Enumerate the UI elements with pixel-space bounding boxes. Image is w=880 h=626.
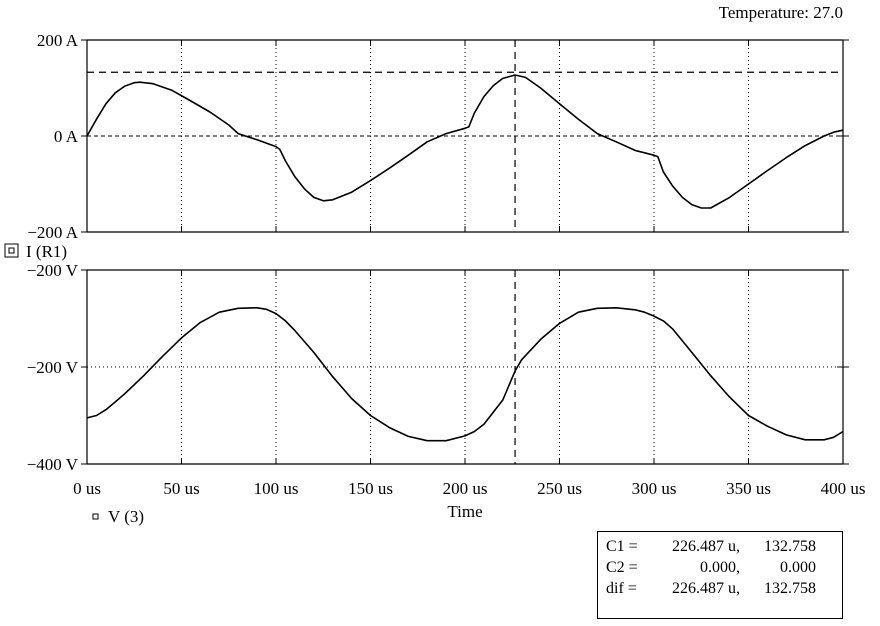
legend-label-i-r1: I (R1) bbox=[26, 242, 67, 261]
bottom-y-ticks: −200 V −200 V −400 V bbox=[27, 261, 849, 474]
x-tick-label: 50 us bbox=[163, 479, 199, 498]
c1-x: 226.487 u bbox=[672, 538, 736, 555]
c1-label: C1 = bbox=[606, 538, 638, 555]
legend-label-v3: V (3) bbox=[108, 507, 144, 526]
x-tick-label: 150 us bbox=[348, 479, 393, 498]
bottom-y-tick-label: −200 V bbox=[27, 358, 79, 377]
x-tick-label: 400 us bbox=[821, 479, 866, 498]
series-line-v3 bbox=[86, 307, 844, 442]
bottom-y-tick-label: −400 V bbox=[27, 455, 79, 474]
top-y-tick-label: 0 A bbox=[54, 127, 79, 146]
top-series bbox=[86, 74, 844, 209]
bottom-panel: −200 V −200 V −400 V 0 us 50 us 100 us 150 us… bbox=[27, 261, 866, 498]
bottom-grid bbox=[87, 270, 843, 464]
cursor[interactable] bbox=[87, 40, 843, 464]
x-tick-label: 0 us bbox=[73, 479, 101, 498]
bottom-y-tick-label: −200 V bbox=[27, 261, 79, 280]
dif-label: dif = bbox=[606, 580, 637, 597]
bottom-series bbox=[86, 307, 844, 442]
x-ticks: 0 us 50 us 100 us 150 us 200 us 250 us 300 us 3… bbox=[73, 458, 865, 498]
dif-x: 226.487 u bbox=[672, 580, 736, 597]
cursor-row-c2: C2 = 0.000 , 0.000 bbox=[606, 557, 834, 578]
c1-sep: , bbox=[736, 538, 740, 555]
top-y-ticks: 200 A 0 A −200 A bbox=[27, 31, 849, 242]
c2-x: 0.000 bbox=[700, 559, 736, 576]
c2-label: C2 = bbox=[606, 559, 638, 576]
c1-y: 132.758 bbox=[764, 538, 816, 555]
x-tick-label: 200 us bbox=[443, 479, 488, 498]
top-y-tick-label: 200 A bbox=[37, 31, 79, 50]
top-panel: 200 A 0 A −200 A bbox=[27, 31, 849, 242]
c2-sep: , bbox=[736, 559, 740, 576]
c2-y: 0.000 bbox=[780, 559, 816, 576]
legend-marker-icon bbox=[4, 243, 19, 258]
cursor-row-c1: C1 = 226.487 u , 132.758 bbox=[606, 536, 834, 557]
cursor-row-dif: dif = 226.487 u , 132.758 bbox=[606, 578, 834, 599]
x-axis-title: Time bbox=[447, 502, 482, 521]
series-line-i-r1 bbox=[86, 74, 844, 209]
legend-marker-icon bbox=[92, 513, 99, 520]
legend-marker-inner-icon bbox=[8, 247, 15, 254]
x-tick-label: 250 us bbox=[537, 479, 582, 498]
top-grid bbox=[87, 40, 843, 232]
temperature-label: Temperature: 27.0 bbox=[719, 3, 843, 22]
dif-sep: , bbox=[736, 580, 740, 597]
x-tick-label: 350 us bbox=[726, 479, 771, 498]
dif-y: 132.758 bbox=[764, 580, 816, 597]
bottom-legend: V (3) bbox=[92, 507, 144, 526]
top-y-tick-label: −200 A bbox=[27, 223, 78, 242]
cursor-readout-box: C1 = 226.487 u , 132.758 C2 = 0.000 , 0.… bbox=[597, 531, 843, 619]
x-tick-label: 300 us bbox=[632, 479, 677, 498]
x-tick-label: 100 us bbox=[254, 479, 299, 498]
top-legend: I (R1) bbox=[4, 242, 67, 261]
